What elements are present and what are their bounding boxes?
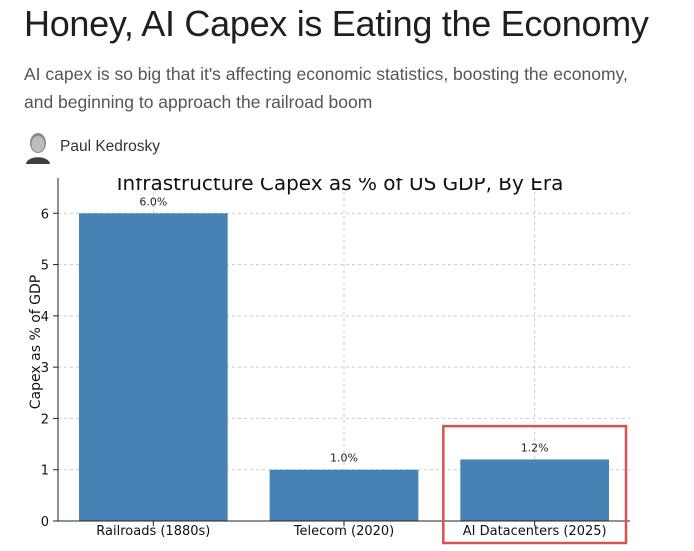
bar-value-label: 1.0% — [330, 452, 358, 465]
author-name[interactable]: Paul Kedrosky — [60, 138, 160, 155]
bar-0 — [78, 213, 228, 521]
x-tick-label: Telecom (2020) — [293, 524, 394, 539]
axis-layer: 01234567Railroads (1880s)Telecom (2020)A… — [41, 178, 630, 539]
y-tick-label: 4 — [41, 310, 49, 325]
bar-value-label: 6.0% — [139, 195, 167, 208]
y-tick-label: 5 — [41, 259, 49, 274]
x-tick-label: AI Datacenters (2025) — [463, 524, 607, 539]
bar-2 — [460, 459, 610, 521]
avatar-icon — [26, 133, 50, 164]
bar-chart: 01234567Railroads (1880s)Telecom (2020)A… — [28, 178, 630, 545]
bar-value-label: 1.2% — [521, 441, 549, 454]
y-tick-label: 2 — [41, 412, 49, 427]
bar-1 — [269, 469, 419, 521]
article-title: Honey, AI Capex is Eating the Economy — [24, 3, 649, 44]
y-tick-label: 0 — [41, 515, 49, 530]
y-tick-label: 6 — [41, 207, 49, 222]
article-subtitle: AI capex is so big that it's affecting e… — [24, 64, 628, 112]
byline: Paul Kedrosky — [24, 130, 160, 164]
y-axis-label: Capex as % of GDP — [28, 275, 44, 409]
chart-image: 01234567Railroads (1880s)Telecom (2020)A… — [0, 178, 694, 551]
y-tick-label: 3 — [41, 361, 49, 376]
chart-title: Infrastructure Capex as % of US GDP, By … — [117, 178, 564, 195]
x-tick-label: Railroads (1880s) — [96, 524, 210, 539]
y-tick-label: 1 — [41, 464, 49, 479]
highlight-box — [442, 424, 628, 545]
label-layer: 6.0% 1.0% 1.2% — [139, 195, 628, 545]
bars-layer — [78, 213, 610, 521]
author-avatar[interactable] — [24, 130, 52, 164]
